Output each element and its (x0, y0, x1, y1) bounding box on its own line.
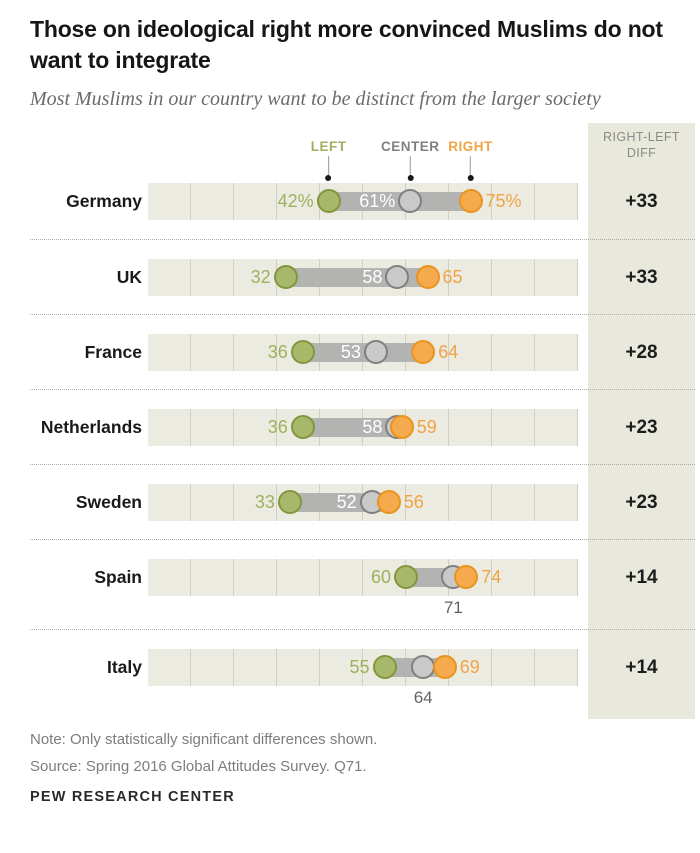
value-right: 65 (442, 267, 463, 287)
legend-item-center: CENTER (381, 139, 440, 181)
value-right: 75% (485, 191, 522, 211)
connector-bar (302, 343, 424, 362)
legend-item-right: RIGHT (448, 139, 493, 181)
legend-item-left: LEFT (311, 139, 347, 181)
country-row-netherlands: Netherlands 36 59 58 +23 (30, 389, 695, 464)
country-label: Italy (106, 657, 142, 677)
value-center: 71 (443, 598, 463, 617)
connector-bar (302, 418, 402, 437)
value-center: 52 (336, 492, 357, 512)
chart-rows: Germany 42% 75% 61% +33 UK 32 65 58 +33 France 36 64… (30, 181, 695, 719)
value-center: 53 (340, 342, 361, 362)
country-row-sweden: Sweden 33 56 52 +23 (30, 464, 695, 539)
dot-right (376, 490, 401, 514)
value-center: 58 (362, 417, 383, 437)
country-label: France (84, 342, 142, 362)
dot-right (454, 565, 479, 589)
dot-center (411, 655, 436, 679)
dot-plot-track: 36 59 58 (148, 409, 578, 446)
dot-plot-track: 32 65 58 (148, 259, 578, 296)
dot-plot-track: 55 69 64 (148, 649, 578, 707)
right-left-diff-value: +28 (625, 342, 658, 363)
country-row-italy: Italy 55 69 64 +14 (30, 629, 695, 719)
value-left: 60 (370, 567, 391, 587)
value-center: 64 (413, 688, 433, 707)
legend-label-left: LEFT (310, 139, 347, 154)
value-left: 36 (267, 417, 288, 437)
dot-plot-track: 33 56 52 (148, 484, 578, 521)
diff-panel-background (588, 123, 695, 719)
chart-area: RIGHT-LEFT DIFF LEFT CENTER RIGHT Germany 4… (30, 123, 695, 719)
country-row-france: France 36 64 53 +28 (30, 314, 695, 389)
chart-title: Those on ideological right more convince… (30, 16, 663, 73)
legend-pointer-dot (467, 175, 474, 181)
dot-left (290, 415, 315, 439)
value-left: 42% (277, 191, 314, 211)
country-row-uk: UK 32 65 58 +33 (30, 239, 695, 314)
dot-left (277, 490, 302, 514)
dot-left (394, 565, 418, 589)
value-center: 61% (359, 191, 396, 211)
country-label: UK (116, 267, 142, 287)
legend-leader-line (328, 156, 330, 176)
country-row-germany: Germany 42% 75% 61% +33 (30, 181, 695, 239)
dot-plot-track: 42% 75% 61% (148, 183, 578, 220)
right-left-diff-value: +33 (625, 191, 658, 212)
value-left: 36 (267, 342, 288, 362)
dot-left (290, 340, 315, 364)
chart-subtitle: Most Muslims in our country want to be d… (30, 88, 601, 110)
legend-pointer-dot (325, 175, 332, 181)
value-center: 58 (362, 267, 383, 287)
dot-left (273, 265, 298, 289)
dot-center (385, 265, 410, 289)
country-label: Netherlands (40, 417, 142, 437)
dot-right (389, 415, 414, 439)
legend-leader-line (470, 156, 471, 176)
value-right: 69 (459, 657, 480, 677)
value-right: 59 (416, 417, 437, 437)
value-right: 74 (481, 567, 502, 587)
legend-row: RIGHT-LEFT DIFF LEFT CENTER RIGHT (30, 123, 695, 181)
value-left: 32 (250, 267, 271, 287)
dot-center (363, 340, 388, 364)
value-left: 33 (254, 492, 275, 512)
dot-left (372, 655, 397, 679)
diff-column-header: RIGHT-LEFT DIFF (603, 130, 680, 160)
right-left-diff-value: +23 (625, 492, 658, 513)
dot-right (415, 265, 440, 289)
dot-right (458, 189, 483, 213)
legend-pointer-dot (407, 175, 414, 181)
note-text: Note: Only statistically significant dif… (30, 731, 378, 748)
country-label: Sweden (75, 492, 142, 512)
right-left-diff-value: +23 (625, 417, 658, 438)
legend-leader-line (409, 156, 411, 176)
dot-left (316, 189, 341, 213)
value-right: 64 (438, 342, 459, 362)
source-text: Source: Spring 2016 Global Attitudes Sur… (30, 758, 367, 775)
dot-right (432, 655, 457, 679)
dot-plot-track: 36 64 53 (148, 334, 578, 371)
dot-center (398, 189, 423, 213)
right-left-diff-value: +33 (625, 267, 658, 288)
country-row-spain: Spain 60 74 71 +14 (30, 539, 695, 629)
right-left-diff-value: +14 (625, 657, 658, 678)
legend-label-right: RIGHT (448, 139, 493, 154)
country-label: Germany (66, 191, 142, 211)
dot-plot-track: 60 74 71 (148, 559, 578, 617)
value-left: 55 (349, 657, 370, 677)
right-left-diff-value: +14 (625, 567, 658, 588)
dot-right (411, 340, 436, 364)
footer-brand: PEW RESEARCH CENTER (30, 789, 235, 805)
legend-label-center: CENTER (381, 139, 440, 154)
country-label: Spain (94, 567, 142, 587)
value-right: 56 (403, 492, 424, 512)
